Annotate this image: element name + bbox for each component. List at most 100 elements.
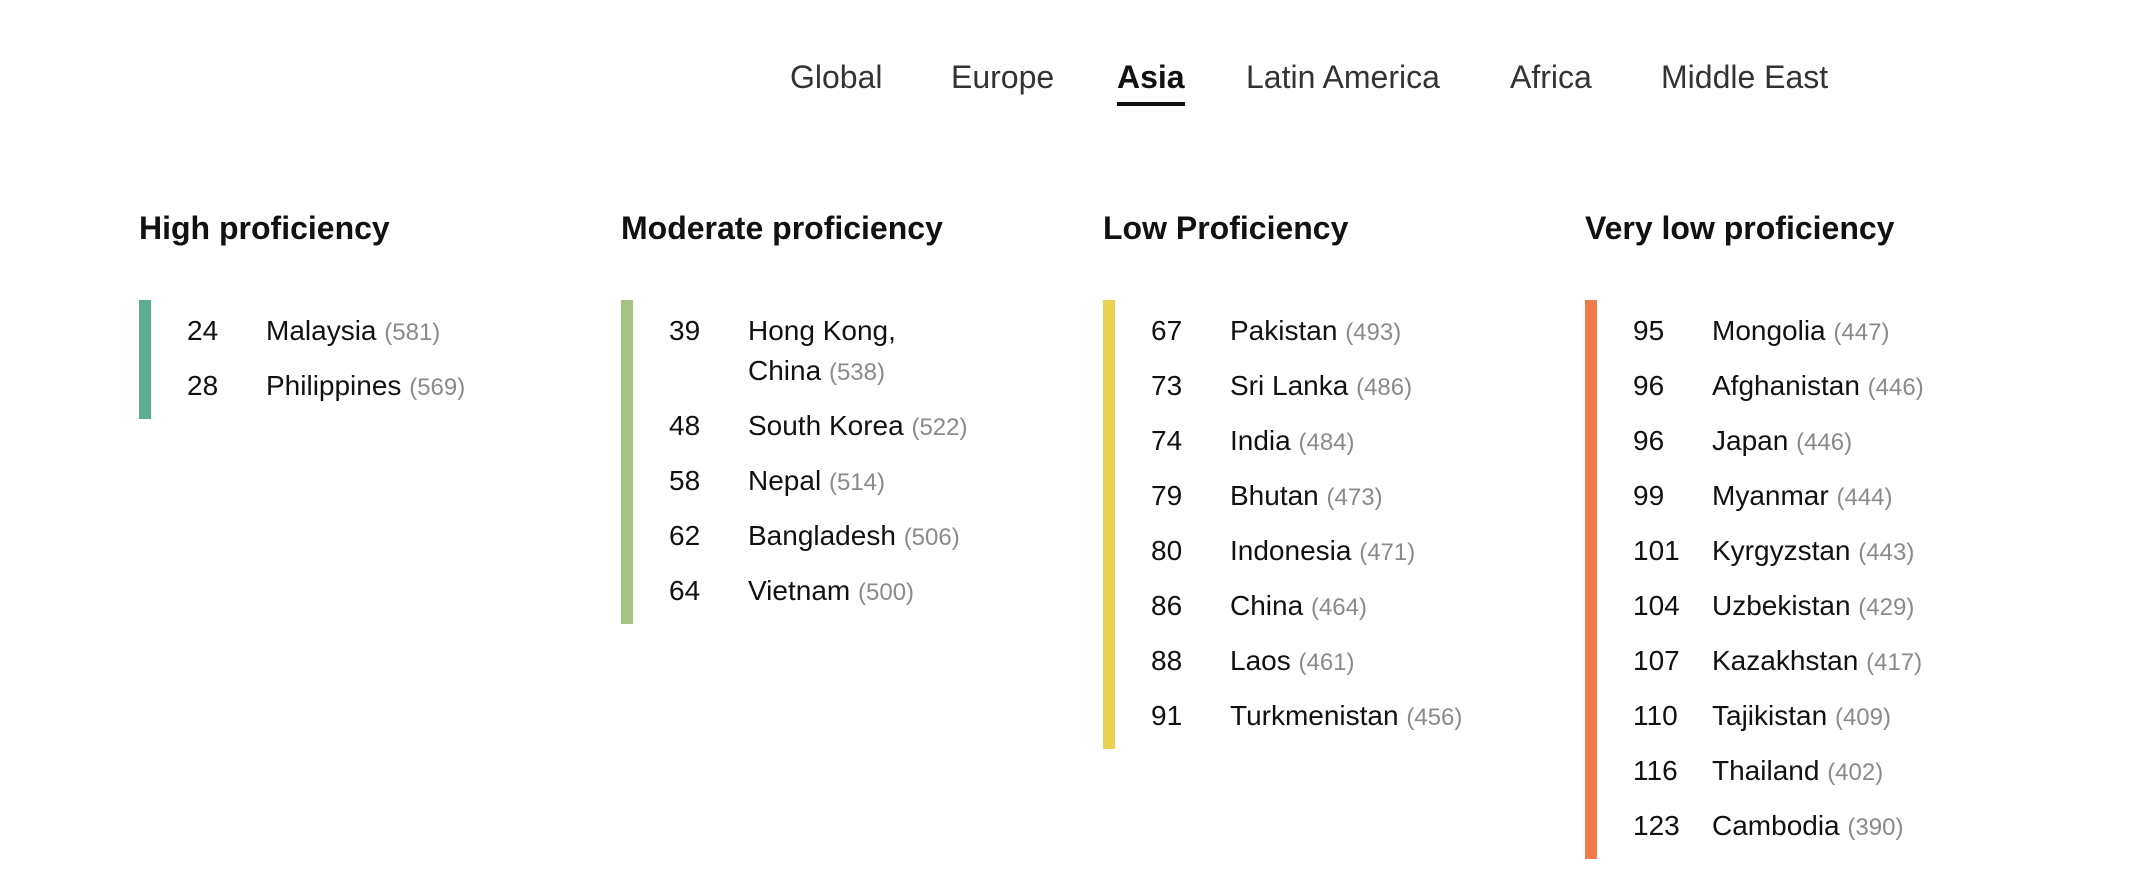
rank: 67 (1151, 315, 1183, 346)
country: Bangladesh (506) (748, 516, 1061, 558)
country-name-line2: China (748, 355, 822, 386)
country: Bhutan (473) (1230, 476, 1543, 518)
country-name: Uzbekistan (1712, 590, 1851, 621)
rank: 99 (1633, 480, 1665, 511)
country: Hong Kong, China (538) (748, 311, 1061, 393)
list-item: 96 Afghanistan (446) (1633, 359, 2025, 414)
high-proficiency-title: High proficiency (139, 210, 390, 246)
rank: 116 (1633, 755, 1678, 786)
rank: 62 (669, 520, 701, 551)
list-item: 99 Myanmar (444) (1633, 469, 2025, 524)
country-name: Indonesia (1230, 535, 1352, 566)
score: (446) (1796, 429, 1853, 456)
high-proficiency-bar (139, 300, 151, 419)
rank: 48 (669, 410, 701, 441)
country: Kazakhstan (417) (1712, 641, 2025, 683)
low-proficiency-bar (1103, 300, 1115, 749)
region-tabs: Global Europe Asia Latin America Africa … (0, 56, 2156, 108)
tab-latin-america[interactable]: Latin America (1246, 59, 1440, 95)
country: South Korea (522) (748, 406, 1061, 448)
country: Nepal (514) (748, 461, 1061, 503)
country: Tajikistan (409) (1712, 696, 2025, 738)
country-name: Turkmenistan (1230, 700, 1399, 731)
rank: 74 (1151, 425, 1183, 456)
low-proficiency-title: Low Proficiency (1103, 210, 1349, 246)
rank: 104 (1633, 590, 1680, 621)
score: (447) (1833, 319, 1890, 346)
list-item: 24 Malaysia (581) (187, 304, 579, 359)
country: Cambodia (390) (1712, 806, 2025, 848)
country-name: Nepal (748, 465, 822, 496)
score: (456) (1406, 704, 1463, 731)
rank: 96 (1633, 370, 1665, 401)
low-proficiency-list: 67 Pakistan (493) 73 Sri Lanka (486) 74 … (1103, 300, 1543, 749)
list-item: 62 Bangladesh (506) (669, 509, 1061, 564)
score: (538) (828, 359, 885, 386)
list-item: 79 Bhutan (473) (1151, 469, 1543, 524)
country: Afghanistan (446) (1712, 366, 2025, 408)
list-item: 123 Cambodia (390) (1633, 799, 2025, 854)
score: (569) (409, 374, 466, 401)
country: Laos (461) (1230, 641, 1543, 683)
list-item: 80 Indonesia (471) (1151, 524, 1543, 579)
country-name: Laos (1230, 645, 1291, 676)
tab-asia[interactable]: Asia (1117, 56, 1185, 106)
list-item: 107 Kazakhstan (417) (1633, 634, 2025, 689)
score: (581) (384, 319, 441, 346)
country-name: Philippines (266, 370, 402, 401)
country: Uzbekistan (429) (1712, 586, 2025, 628)
rank: 88 (1151, 645, 1183, 676)
high-proficiency-list: 24 Malaysia (581) 28 Philippines (569) (139, 300, 579, 419)
country-name: Vietnam (748, 575, 851, 606)
rank: 58 (669, 465, 701, 496)
rank: 96 (1633, 425, 1665, 456)
score: (444) (1836, 484, 1893, 511)
score: (500) (858, 579, 915, 606)
rank: 39 (669, 315, 701, 346)
score: (522) (911, 414, 968, 441)
rank: 64 (669, 575, 701, 606)
list-item: 116 Thailand (402) (1633, 744, 2025, 799)
list-item: 95 Mongolia (447) (1633, 304, 2025, 359)
country: Pakistan (493) (1230, 311, 1543, 353)
country: Sri Lanka (486) (1230, 366, 1543, 408)
country-name: Bangladesh (748, 520, 896, 551)
list-item: 67 Pakistan (493) (1151, 304, 1543, 359)
country: India (484) (1230, 421, 1543, 463)
very-low-proficiency-title: Very low proficiency (1585, 210, 1895, 246)
score: (473) (1326, 484, 1383, 511)
rank: 107 (1633, 645, 1680, 676)
moderate-proficiency-column: Moderate proficiency 39 Hong Kong, China … (621, 206, 1061, 624)
country-name: South Korea (748, 410, 904, 441)
score: (471) (1359, 539, 1416, 566)
score: (446) (1867, 374, 1924, 401)
high-proficiency-column: High proficiency 24 Malaysia (581) 28 Ph… (139, 206, 579, 419)
country: Turkmenistan (456) (1230, 696, 1543, 738)
score: (484) (1298, 429, 1355, 456)
country-name: China (1230, 590, 1304, 621)
rank: 73 (1151, 370, 1183, 401)
tab-global[interactable]: Global (790, 59, 883, 95)
list-item: 101 Kyrgyzstan (443) (1633, 524, 2025, 579)
list-item: 86 China (464) (1151, 579, 1543, 634)
tab-africa[interactable]: Africa (1510, 59, 1592, 95)
country: Malaysia (581) (266, 311, 579, 353)
list-item: 58 Nepal (514) (669, 454, 1061, 509)
country-name: Cambodia (1712, 810, 1840, 841)
country: China (464) (1230, 586, 1543, 628)
very-low-proficiency-column: Very low proficiency 95 Mongolia (447) 9… (1585, 206, 2025, 859)
country: Myanmar (444) (1712, 476, 2025, 518)
moderate-proficiency-list: 39 Hong Kong, China (538) 48 South Korea … (621, 300, 1061, 624)
list-item: 91 Turkmenistan (456) (1151, 689, 1543, 744)
score: (390) (1847, 814, 1904, 841)
country-name: Malaysia (266, 315, 377, 346)
country: Philippines (569) (266, 366, 579, 408)
rank: 79 (1151, 480, 1183, 511)
list-item: 96 Japan (446) (1633, 414, 2025, 469)
score: (417) (1866, 649, 1923, 676)
rank: 101 (1633, 535, 1680, 566)
country-name: Afghanistan (1712, 370, 1860, 401)
country-name: India (1230, 425, 1291, 456)
tab-europe[interactable]: Europe (951, 59, 1055, 95)
tab-middle-east[interactable]: Middle East (1661, 59, 1829, 95)
